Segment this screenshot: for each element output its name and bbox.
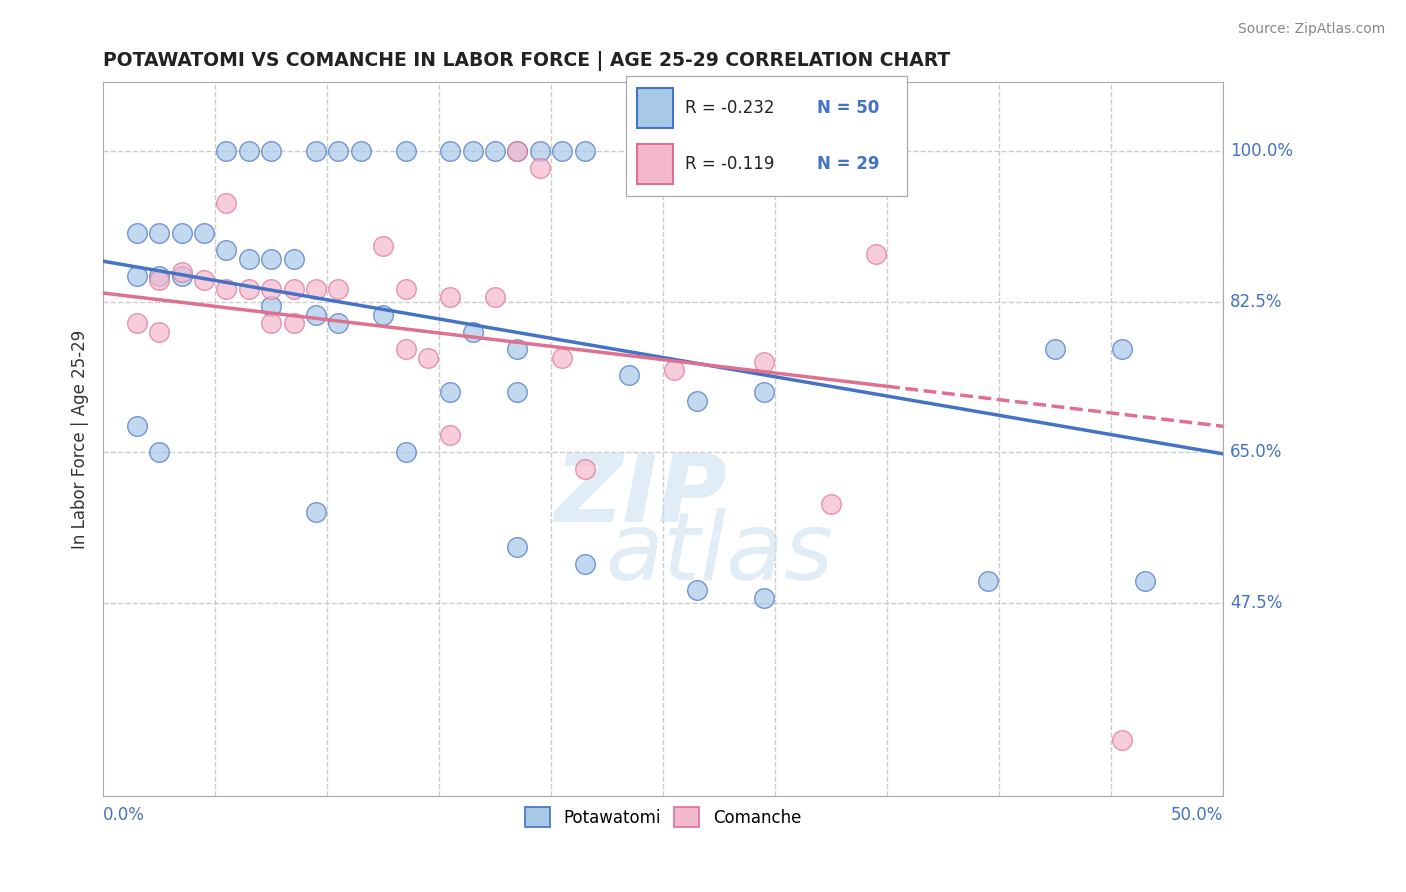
Point [1111,733,1133,747]
Point [215,195,238,210]
Point [1133,574,1156,588]
Point [977,574,1000,588]
Text: 65.0%: 65.0% [1230,443,1282,461]
Point [125,316,148,330]
Point [260,316,283,330]
Point [394,445,416,459]
Point [686,582,709,597]
Point [148,226,170,240]
Text: 0.0%: 0.0% [103,806,145,824]
Point [260,299,283,313]
Point [551,351,574,365]
Point [260,144,283,158]
Point [619,368,641,382]
Point [215,282,238,296]
Point [686,393,709,408]
Point [283,252,305,266]
Point [328,316,350,330]
Point [125,419,148,434]
Point [484,144,506,158]
Point [551,144,574,158]
Text: N = 50: N = 50 [817,99,879,118]
FancyBboxPatch shape [637,87,673,128]
Point [170,268,193,283]
Point [238,282,260,296]
Point [193,226,215,240]
Point [529,161,551,176]
Point [283,282,305,296]
Point [170,226,193,240]
Point [148,325,170,339]
Point [260,252,283,266]
Point [439,384,461,399]
Point [125,268,148,283]
Text: 47.5%: 47.5% [1230,593,1282,612]
Point [148,268,170,283]
Y-axis label: In Labor Force | Age 25-29: In Labor Force | Age 25-29 [72,329,89,549]
FancyBboxPatch shape [637,145,673,185]
Point [439,144,461,158]
Point [752,355,775,369]
Point [328,282,350,296]
Legend: Potawatomi, Comanche: Potawatomi, Comanche [519,800,807,834]
Point [350,144,373,158]
Text: R = -0.232: R = -0.232 [685,99,775,118]
Point [305,144,328,158]
Point [506,540,529,554]
Text: POTAWATOMI VS COMANCHE IN LABOR FORCE | AGE 25-29 CORRELATION CHART: POTAWATOMI VS COMANCHE IN LABOR FORCE | … [103,51,950,70]
Text: Source: ZipAtlas.com: Source: ZipAtlas.com [1237,22,1385,37]
Point [125,226,148,240]
Point [461,325,484,339]
Point [865,247,887,261]
Point [416,351,439,365]
Point [574,462,596,476]
Text: 82.5%: 82.5% [1230,293,1282,310]
Point [215,144,238,158]
Point [328,144,350,158]
Point [461,144,484,158]
Point [215,243,238,257]
Point [506,342,529,356]
Point [752,591,775,606]
Text: R = -0.119: R = -0.119 [685,154,775,173]
Point [371,238,394,252]
Text: 100.0%: 100.0% [1230,142,1292,161]
Point [506,144,529,158]
Point [283,316,305,330]
Text: ZIP: ZIP [554,450,727,542]
Point [394,342,416,356]
Point [439,428,461,442]
Point [148,445,170,459]
Point [170,264,193,278]
Point [506,144,529,158]
Text: N = 29: N = 29 [817,154,879,173]
Point [193,273,215,287]
Point [305,505,328,519]
Point [260,282,283,296]
Point [1043,342,1066,356]
Point [394,282,416,296]
Point [148,273,170,287]
Point [394,144,416,158]
Point [1111,342,1133,356]
Point [506,384,529,399]
Point [305,308,328,322]
Point [529,144,551,158]
Text: 50.0%: 50.0% [1171,806,1223,824]
Point [238,144,260,158]
Point [574,144,596,158]
Point [574,557,596,571]
Point [371,308,394,322]
Point [752,384,775,399]
Point [439,290,461,304]
Point [238,252,260,266]
Point [820,497,842,511]
Point [664,363,686,377]
Text: atlas: atlas [605,508,834,599]
Point [484,290,506,304]
Point [305,282,328,296]
